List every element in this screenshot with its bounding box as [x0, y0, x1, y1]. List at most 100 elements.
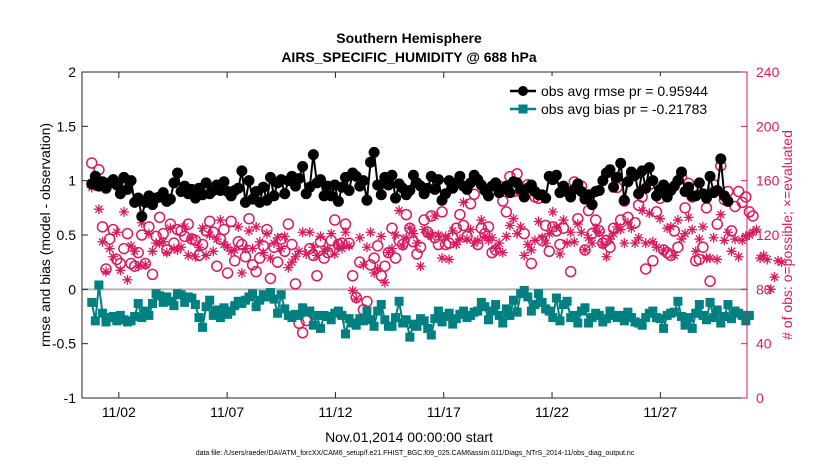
obs-possible-point [203, 215, 216, 228]
rmse-point [375, 189, 387, 201]
rmse-point [279, 188, 291, 200]
obs-evaluated-point [426, 231, 437, 242]
obs-evaluated-point [272, 232, 283, 243]
bias-point [376, 300, 386, 310]
rmse-point [550, 169, 562, 181]
obs-evaluated-point [765, 284, 776, 295]
obs-evaluated-point [529, 235, 540, 246]
rmse-point [125, 175, 137, 187]
obs-evaluated-point [201, 250, 212, 261]
x-tick-label: 11/17 [427, 404, 461, 420]
x-axis-label: Nov.01,2014 00:00:00 start [325, 429, 493, 445]
rmse-point [643, 162, 655, 174]
rmse-point [715, 153, 727, 165]
obs-evaluated-point [615, 224, 626, 235]
bias-point [719, 312, 729, 321]
obs-evaluated-point [647, 236, 658, 247]
bias-point [537, 297, 547, 307]
rmse-point [372, 179, 384, 191]
x-tick-label: 11/22 [535, 404, 569, 420]
bias-point [315, 323, 325, 333]
rmse-point [368, 146, 380, 158]
obs-evaluated-point [608, 228, 619, 239]
obs-evaluated-point [440, 231, 451, 242]
bias-point [198, 322, 208, 332]
obs-possible-point [400, 208, 413, 221]
obs-evaluated-point [101, 266, 112, 277]
obs-evaluated-point [265, 253, 276, 264]
x-tick-label: 11/07 [210, 404, 244, 420]
obs-evaluated-point [658, 244, 669, 255]
obs-possible-point [264, 272, 277, 285]
bias-point [584, 318, 594, 328]
obs-evaluated-point [122, 274, 133, 285]
obs-possible-point [525, 257, 538, 270]
obs-evaluated-point [719, 235, 730, 246]
bias-point [705, 297, 715, 307]
obs-evaluated-point [344, 240, 355, 251]
y-right-tick-label: 160 [756, 173, 780, 189]
obs-evaluated-point [644, 208, 655, 219]
obs-evaluated-point [140, 259, 151, 270]
obs-evaluated-point [286, 257, 297, 268]
bias-point [555, 316, 565, 326]
obs-evaluated-point [590, 223, 601, 234]
obs-possible-point [246, 259, 259, 271]
bias-point [494, 310, 504, 320]
obs-evaluated-point [233, 221, 244, 232]
bias-point [691, 308, 701, 318]
obs-evaluated-point [515, 221, 526, 232]
obs-evaluated-point [762, 254, 773, 265]
bias-point [655, 314, 665, 324]
obs-evaluated-point [715, 209, 726, 220]
bias-point [741, 316, 751, 326]
bias-point [308, 320, 318, 330]
bias-point [458, 306, 468, 316]
obs-evaluated-point [676, 234, 687, 245]
obs-evaluated-point [372, 263, 383, 274]
bias-point [473, 306, 483, 316]
bias-point [544, 306, 554, 316]
obs-evaluated-point [269, 238, 280, 249]
obs-evaluated-point [694, 234, 705, 245]
obs-evaluated-point [722, 227, 733, 238]
rmse-point [704, 170, 716, 182]
rmse-point [390, 192, 402, 204]
obs-evaluated-point [751, 224, 762, 235]
rmse-point [540, 192, 552, 204]
obs-evaluated-point [365, 227, 376, 238]
bias-point [727, 314, 737, 324]
rmse-series [86, 146, 734, 223]
obs-evaluated-point [758, 250, 769, 261]
obs-evaluated-point [587, 238, 598, 249]
obs-evaluated-point [215, 215, 226, 226]
y-tick-label: 0.5 [57, 227, 77, 243]
bias-point [673, 296, 683, 306]
bias-point [512, 307, 522, 317]
obs-evaluated-point [340, 227, 351, 238]
obs-evaluated-point [179, 221, 190, 232]
obs-possible-point [329, 214, 341, 226]
legend-bias-label: obs avg bias pr = -0.21783 [541, 101, 707, 117]
bias-point [526, 306, 536, 316]
rmse-point [640, 182, 652, 194]
obs-possible-point [346, 270, 359, 282]
obs-evaluated-point [579, 244, 590, 255]
rmse-point [454, 170, 466, 182]
y-tick-label: -1 [64, 390, 77, 406]
obs-evaluated-point [376, 231, 387, 242]
bias-point [273, 308, 283, 318]
rmse-point [164, 193, 176, 205]
bias-point [366, 315, 376, 325]
bias-point [530, 300, 540, 310]
bias-point [112, 316, 122, 326]
obs-evaluated-point [662, 223, 673, 234]
obs-evaluated-point [526, 244, 537, 255]
bias-point [94, 280, 104, 290]
bias-point [573, 318, 583, 328]
obs-evaluated-point [583, 232, 594, 243]
y-right-tick-label: 40 [756, 336, 772, 352]
rmse-point [611, 171, 623, 183]
obs-possible-point [454, 208, 466, 221]
rmse-point [490, 177, 502, 189]
